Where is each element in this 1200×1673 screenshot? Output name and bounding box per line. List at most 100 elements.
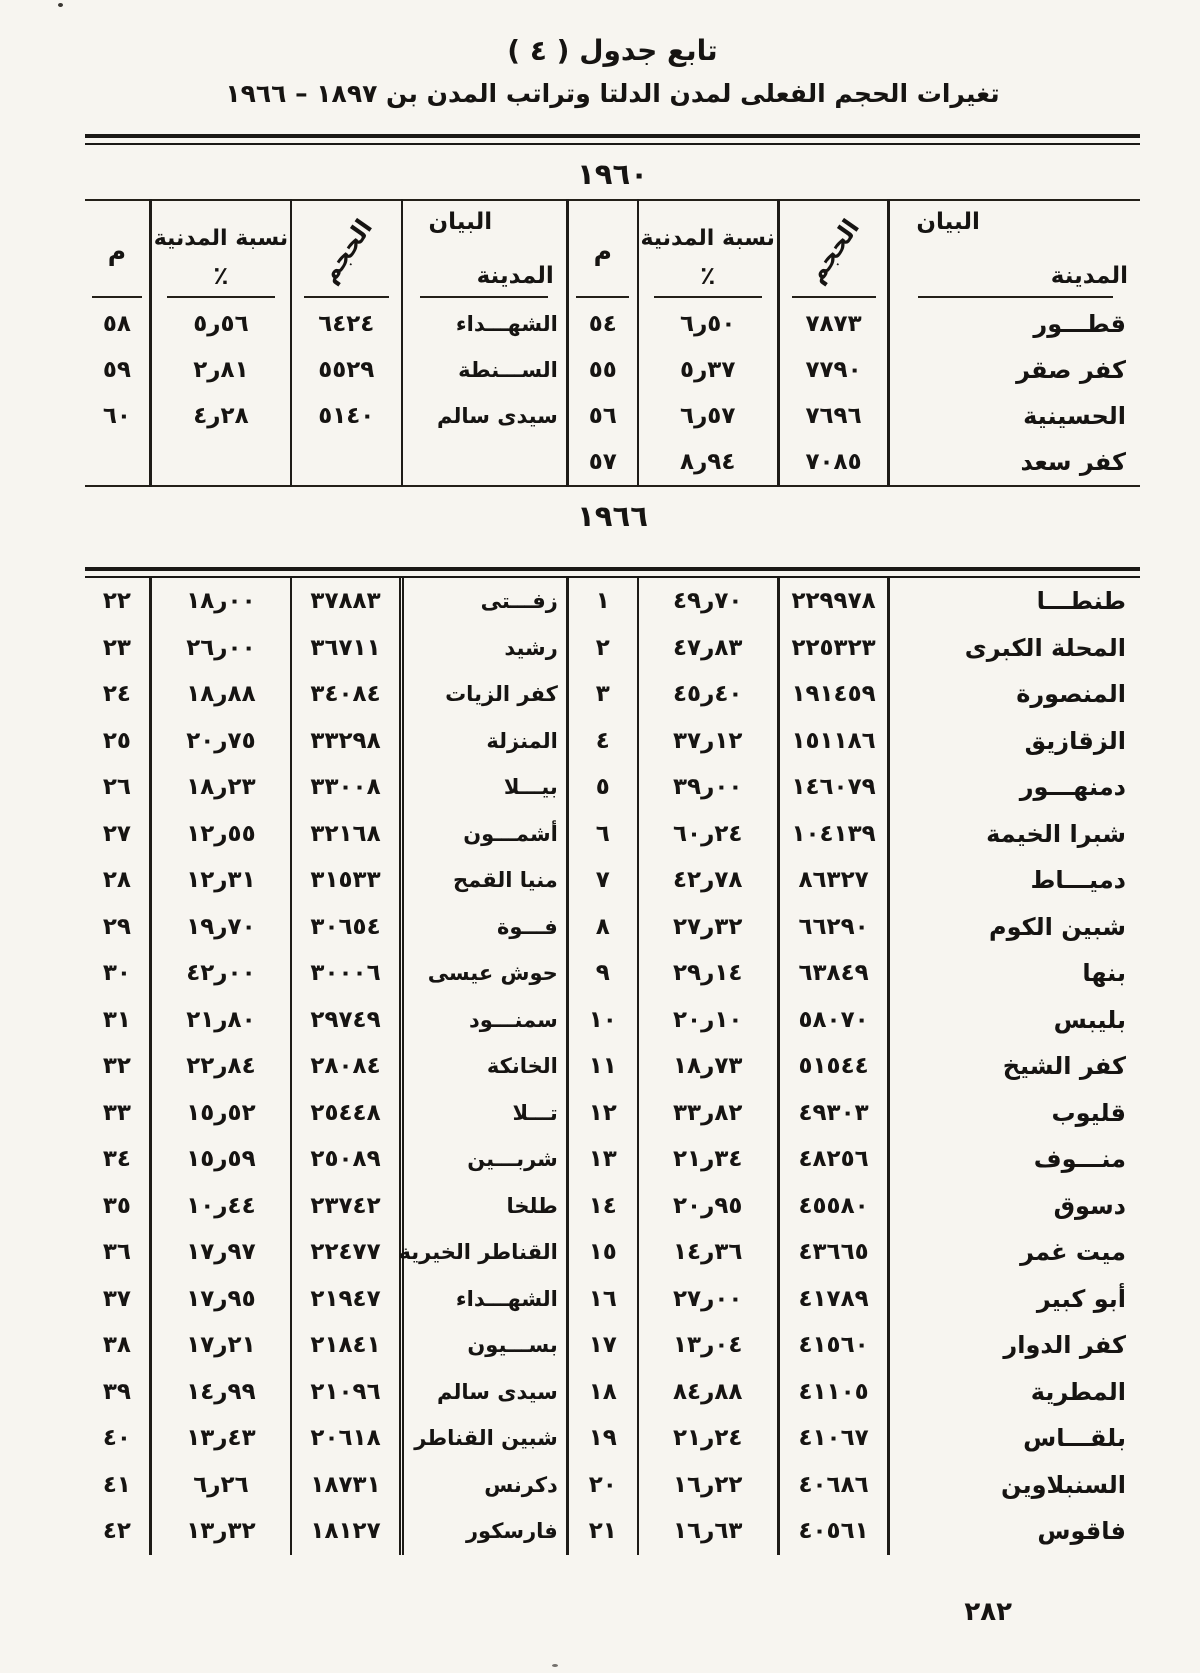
city-cell: بســـيون xyxy=(399,1322,568,1369)
urban-ratio-cell: ٢٠ر١٠ xyxy=(636,996,779,1043)
size-cell: ٧٠٨٥ xyxy=(776,439,889,486)
city-cell: أشمـــون xyxy=(399,810,568,857)
city-cell: شبين الكوم xyxy=(887,903,1140,950)
size-cell: ٥٥٢٩ xyxy=(290,347,402,393)
table-row: بنها ٦٣٨٤٩ ٢٩ر١٤ ٩ حوش عيسى ٣٠٠٠٦ ٤٢ر٠٠ … xyxy=(85,950,1140,997)
size-cell: ٨٦٣٢٧ xyxy=(776,857,889,904)
size-cell: ٢٠٦١٨ xyxy=(290,1415,402,1462)
city-cell: المطرية xyxy=(887,1368,1140,1415)
rank-cell: ٢٣ xyxy=(102,634,131,661)
header-size-label: الحجم xyxy=(801,214,866,288)
header-statement-label: البيان xyxy=(428,209,493,235)
urban-ratio-cell: ٤٢ر٧٨ xyxy=(636,857,779,904)
city-cell: أبو كبير xyxy=(887,1275,1140,1322)
urban-ratio-cell: ٥ر٣٧ xyxy=(636,347,779,393)
rank-cell: ٢٧ xyxy=(102,820,131,847)
size-cell: ٦٣٨٤٩ xyxy=(776,950,889,997)
city-cell: الزقازيق xyxy=(887,717,1140,764)
city-cell: طلخا xyxy=(399,1182,568,1229)
section-year-1960: ١٩٦٠ xyxy=(577,157,648,191)
urban-ratio-cell: ٤٧ر٨٣ xyxy=(636,624,779,671)
percent-sign: ٪ xyxy=(700,261,716,290)
city-cell: طنطـــا xyxy=(887,578,1140,625)
rank-cell: ١١ xyxy=(565,1043,638,1090)
urban-ratio-cell: ١٩ر٧٠ xyxy=(148,903,292,950)
table-row: المطرية ٤١١٠٥ ٨٤ر٨٨ ١٨ سيدى سالم ٢١٠٩٦ ١… xyxy=(85,1368,1140,1415)
rank-cell: ٤٠ xyxy=(102,1425,131,1452)
size-cell: ٧٦٩٦ xyxy=(776,393,889,439)
table-row: شبرا الخيمة ١٠٤١٣٩ ٦٠ر٢٤ ٦ أشمـــون ٣٢١٦… xyxy=(85,810,1140,857)
urban-ratio-cell: ٤ر٢٨ xyxy=(148,393,292,439)
city-cell: المحلة الكبرى xyxy=(887,624,1140,671)
table-row: قليوب ٤٩٣٠٣ ٣٣ر٨٢ ١٢ تـــلا ٢٥٤٤٨ ١٥ر٥٢ … xyxy=(85,1089,1140,1136)
urban-ratio-cell: ٢٠ر٩٥ xyxy=(636,1182,779,1229)
rank-cell: ٣٨ xyxy=(102,1332,131,1359)
table-row: بليبس ٥٨٠٧٠ ٢٠ر١٠ ١٠ سمنـــود ٢٩٧٤٩ ٢١ر٨… xyxy=(85,996,1140,1043)
rank-cell: ٣٣ xyxy=(102,1099,131,1126)
table-row: ميت غمر ٤٣٦٦٥ ١٤ر٣٦ ١٥ القناطر الخيرية ٢… xyxy=(85,1229,1140,1276)
size-cell: ٤١٧٨٩ xyxy=(776,1275,889,1322)
size-cell: ١٩١٤٥٩ xyxy=(776,671,889,718)
urban-ratio-cell: ١٦ر٢٢ xyxy=(636,1461,779,1508)
size-cell: ٣١٥٣٣ xyxy=(290,857,402,904)
city-cell: بلقـــاس xyxy=(887,1415,1140,1462)
urban-ratio-cell: ١٧ر٩٧ xyxy=(148,1229,292,1276)
size-cell xyxy=(290,439,402,486)
urban-ratio-cell: ٢٩ر١٤ xyxy=(636,950,779,997)
rank-cell: ٢٨ xyxy=(102,867,131,894)
table-row: كفر صقر ٧٧٩٠ ٥ر٣٧ ٥٥ الســـنطة ٥٥٢٩ ٢ر٨١… xyxy=(85,347,1140,393)
rank-cell: ٢٠ xyxy=(565,1461,638,1508)
double-rule-top xyxy=(85,134,1140,145)
size-cell: ٢١٠٩٦ xyxy=(290,1368,402,1415)
city-cell: ميت غمر xyxy=(887,1229,1140,1276)
city-cell: فارسكور xyxy=(399,1508,568,1555)
urban-ratio-cell: ٢٢ر٨٤ xyxy=(148,1043,292,1090)
size-cell: ٤٩٣٠٣ xyxy=(776,1089,889,1136)
city-cell: منيا القمح xyxy=(399,857,568,904)
rank-cell: ١٥ xyxy=(565,1229,638,1276)
urban-ratio-cell: ٨ر٩٤ xyxy=(636,439,779,486)
size-cell: ١٨١٢٧ xyxy=(290,1508,402,1555)
rank-cell: ٣ xyxy=(565,671,638,718)
rank-cell: ٨ xyxy=(565,903,638,950)
city-cell: سيدى سالم xyxy=(400,393,568,439)
urban-ratio-cell: ١٤ر٣٦ xyxy=(636,1229,779,1276)
urban-ratio-cell: ٢١ر٣٤ xyxy=(636,1136,779,1183)
city-cell: كفر الشيخ xyxy=(887,1043,1140,1090)
table-row: الحسينية ٧٦٩٦ ٦ر٥٧ ٥٦ سيدى سالم ٥١٤٠ ٤ر٢… xyxy=(85,393,1140,439)
city-cell: قطـــور xyxy=(887,301,1140,347)
table-row: السنبلاوين ٤٠٦٨٦ ١٦ر٢٢ ٢٠ دكرنس ١٨٧٣١ ٦ر… xyxy=(85,1461,1140,1508)
table-row: المحلة الكبرى ٢٢٥٣٢٣ ٤٧ر٨٣ ٢ رشيد ٣٦٧١١ … xyxy=(85,624,1140,671)
urban-ratio-cell: ٢٠ر٧٥ xyxy=(148,717,292,764)
rank-cell: ٢ xyxy=(565,624,638,671)
table-1966: طنطـــا ٢٢٩٩٧٨ ٤٩ر٧٠ ١ زفـــتى ٣٧٨٨٣ ١٨ر… xyxy=(85,578,1140,1555)
city-cell: القناطر الخيرية xyxy=(399,1229,568,1276)
table-row: المنصورة ١٩١٤٥٩ ٤٥ر٤٠ ٣ كفر الزيات ٣٤٠٨٤… xyxy=(85,671,1140,718)
city-cell: تـــلا xyxy=(399,1089,568,1136)
urban-ratio-cell: ١٣ر٠٤ xyxy=(636,1322,779,1369)
city-cell: سيدى سالم xyxy=(399,1368,568,1415)
urban-ratio-cell: ٢١ر٢٤ xyxy=(636,1415,779,1462)
size-cell: ٢٢٤٧٧ xyxy=(290,1229,402,1276)
size-cell: ٢٥٠٨٩ xyxy=(290,1136,402,1183)
table-row: فاقوس ٤٠٥٦١ ١٦ر٦٣ ٢١ فارسكور ١٨١٢٧ ١٣ر٣٢… xyxy=(85,1508,1140,1555)
page-subtitle: تغيرات الحجم الفعلى لمدن الدلتا وتراتب ا… xyxy=(225,79,1000,108)
size-cell: ٤١١٠٥ xyxy=(776,1368,889,1415)
city-cell: منـــوف xyxy=(887,1136,1140,1183)
size-cell: ٧٨٧٣ xyxy=(776,301,889,347)
city-cell: كفر الزيات xyxy=(399,671,568,718)
size-cell: ٢٨٠٨٤ xyxy=(290,1043,402,1090)
rank-cell: ١٤ xyxy=(565,1182,638,1229)
size-cell: ٢٥٤٤٨ xyxy=(290,1089,402,1136)
rank-cell: ٣٩ xyxy=(102,1378,131,1405)
table-row: شبين الكوم ٦٦٢٩٠ ٢٧ر٣٢ ٨ فـــوة ٣٠٦٥٤ ١٩… xyxy=(85,903,1140,950)
urban-ratio-cell: ٦ر٥٧ xyxy=(636,393,779,439)
city-cell: المنزلة xyxy=(399,717,568,764)
size-cell: ٣٠٦٥٤ xyxy=(290,903,402,950)
urban-ratio-cell: ٢٧ر٠٠ xyxy=(636,1275,779,1322)
table-row: دسوق ٤٥٥٨٠ ٢٠ر٩٥ ١٤ طلخا ٢٣٧٤٢ ١٠ر٤٤ ٣٥ xyxy=(85,1182,1140,1229)
city-cell: كفر سعد xyxy=(887,439,1140,486)
urban-ratio-cell: ٣٣ر٨٢ xyxy=(636,1089,779,1136)
table-row: دميـــاط ٨٦٣٢٧ ٤٢ر٧٨ ٧ منيا القمح ٣١٥٣٣ … xyxy=(85,857,1140,904)
percent-sign: ٪ xyxy=(213,261,229,290)
